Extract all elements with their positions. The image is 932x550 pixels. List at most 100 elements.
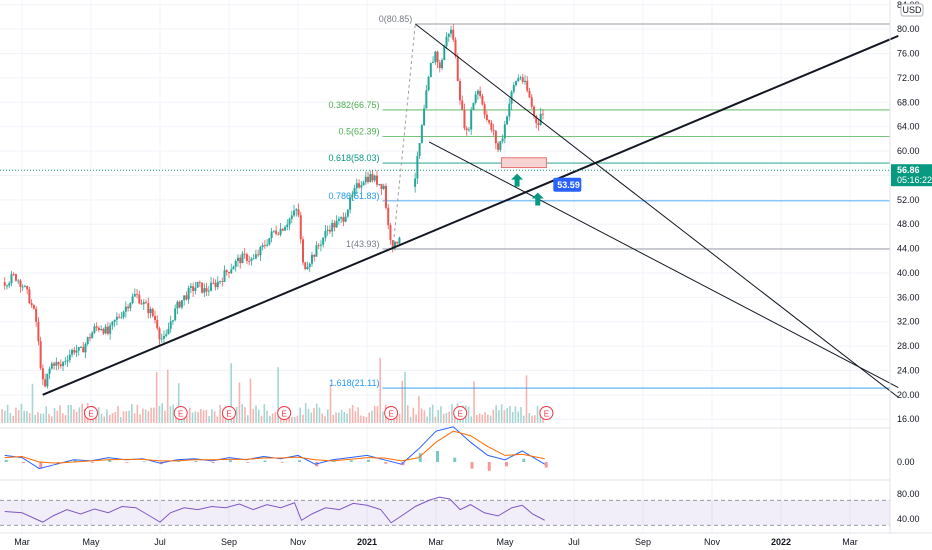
volume-bar bbox=[169, 406, 172, 423]
currency-text: USD bbox=[902, 5, 922, 15]
macd-histogram-bar bbox=[298, 460, 301, 462]
volume-bar bbox=[67, 404, 70, 423]
candle-body bbox=[512, 85, 515, 92]
volume-bar bbox=[95, 416, 97, 423]
earnings-marker[interactable]: E bbox=[173, 406, 188, 420]
macd-signal-line bbox=[4, 430, 545, 464]
target-zone-box[interactable] bbox=[501, 157, 547, 169]
candle-body bbox=[351, 194, 354, 198]
macd-histogram-bar bbox=[453, 457, 457, 462]
candle-body bbox=[387, 207, 390, 226]
fib-level-label: 0.618(58.03) bbox=[328, 153, 379, 163]
candle-body bbox=[335, 220, 338, 228]
earnings-marker[interactable]: E bbox=[84, 406, 98, 420]
candle-body bbox=[299, 215, 302, 240]
candle-body bbox=[59, 364, 62, 367]
candle-body bbox=[214, 282, 217, 288]
currency-badge[interactable]: USD bbox=[900, 3, 924, 17]
candle-body bbox=[263, 245, 266, 246]
volume-bar bbox=[269, 415, 271, 423]
volume-bar bbox=[533, 415, 536, 423]
trendline-support[interactable] bbox=[42, 34, 899, 396]
volume-bar bbox=[368, 412, 370, 423]
volume-bar bbox=[230, 363, 232, 423]
candle-body bbox=[23, 285, 26, 287]
macd-histogram-bar bbox=[280, 462, 284, 463]
volume-bar bbox=[335, 412, 337, 423]
last-price-tag[interactable]: 56.86 05:16:22 bbox=[891, 164, 932, 187]
candle-body bbox=[501, 138, 504, 142]
rsi-tick-label: 80.00 bbox=[897, 489, 920, 499]
volume-bar bbox=[1, 409, 3, 423]
candle-body bbox=[171, 320, 174, 322]
volume-bar bbox=[434, 416, 437, 423]
candle-body bbox=[248, 260, 251, 262]
target-price-label[interactable]: 53.59 bbox=[553, 177, 582, 192]
candle-body bbox=[326, 229, 329, 231]
earnings-circle bbox=[84, 406, 98, 420]
volume-bar bbox=[318, 407, 321, 423]
fib-level-label: 0.786(51.83) bbox=[328, 191, 379, 201]
volume-bar bbox=[56, 410, 59, 423]
volume-bar bbox=[511, 412, 514, 423]
time-axis[interactable]: Mar May Jul Sep Nov 2021 Mar May Jul Sep Nov 2022 Ma… bbox=[14, 537, 858, 547]
trendline-channel-top[interactable] bbox=[414, 23, 899, 398]
volume-bar bbox=[525, 375, 528, 423]
candle-body bbox=[434, 51, 437, 62]
earnings-marker[interactable]: E bbox=[539, 406, 554, 420]
candle-body bbox=[526, 80, 529, 91]
candle-body bbox=[515, 81, 518, 86]
candle-body bbox=[517, 77, 520, 82]
volume-bar bbox=[238, 382, 241, 423]
earnings-label: E bbox=[88, 410, 93, 419]
fib-level-label: 1(43.93) bbox=[346, 239, 380, 249]
candle-body bbox=[376, 175, 379, 185]
volume-bar bbox=[216, 416, 219, 423]
volume-bar bbox=[431, 404, 434, 423]
candle-body bbox=[393, 241, 396, 248]
candle-body bbox=[308, 263, 311, 268]
candle-body bbox=[454, 39, 457, 57]
candle-body bbox=[441, 60, 444, 69]
candle-body bbox=[270, 231, 273, 239]
volume-bar bbox=[39, 413, 42, 423]
earnings-marker[interactable]: E bbox=[384, 406, 399, 420]
price-tick-label: 40.00 bbox=[897, 268, 920, 278]
candle-body bbox=[138, 294, 141, 304]
up-arrow-marker[interactable] bbox=[531, 192, 544, 206]
price-tick-label: 24.00 bbox=[897, 365, 920, 375]
trendline-channel-bottom[interactable] bbox=[428, 141, 899, 388]
candle-body bbox=[189, 286, 192, 288]
volume-bar bbox=[133, 413, 136, 423]
earnings-marker[interactable]: E bbox=[453, 406, 468, 420]
candle-body bbox=[176, 301, 179, 309]
candle-body bbox=[277, 233, 280, 235]
earnings-marker[interactable]: E bbox=[277, 406, 292, 420]
arrow-markers[interactable] bbox=[511, 173, 544, 206]
candle-body bbox=[19, 280, 22, 287]
macd-histogram-bar bbox=[211, 462, 215, 464]
earnings-marker[interactable]: E bbox=[222, 406, 236, 420]
trendlines[interactable] bbox=[42, 23, 899, 398]
volume-bar bbox=[263, 404, 266, 423]
candle-body bbox=[272, 230, 275, 232]
candle-body bbox=[416, 156, 419, 179]
candle-body bbox=[456, 56, 459, 82]
candle-body bbox=[535, 115, 538, 124]
candle-body bbox=[510, 91, 513, 104]
volume-bar bbox=[362, 416, 365, 423]
candle-body bbox=[470, 109, 473, 130]
candle-body bbox=[425, 90, 428, 109]
volume-bar bbox=[100, 413, 103, 423]
candle-body bbox=[373, 175, 376, 181]
price-series bbox=[3, 23, 544, 389]
fibonacci-levels[interactable]: 0(80.85) 0.382(66.75) 0.5(62.39) 0.618(58.0… bbox=[328, 14, 890, 389]
volume-bar bbox=[114, 412, 117, 423]
candle-body bbox=[266, 244, 269, 246]
up-arrow-marker[interactable] bbox=[511, 173, 524, 187]
candle-body bbox=[290, 215, 293, 219]
rsi-band bbox=[0, 500, 890, 526]
